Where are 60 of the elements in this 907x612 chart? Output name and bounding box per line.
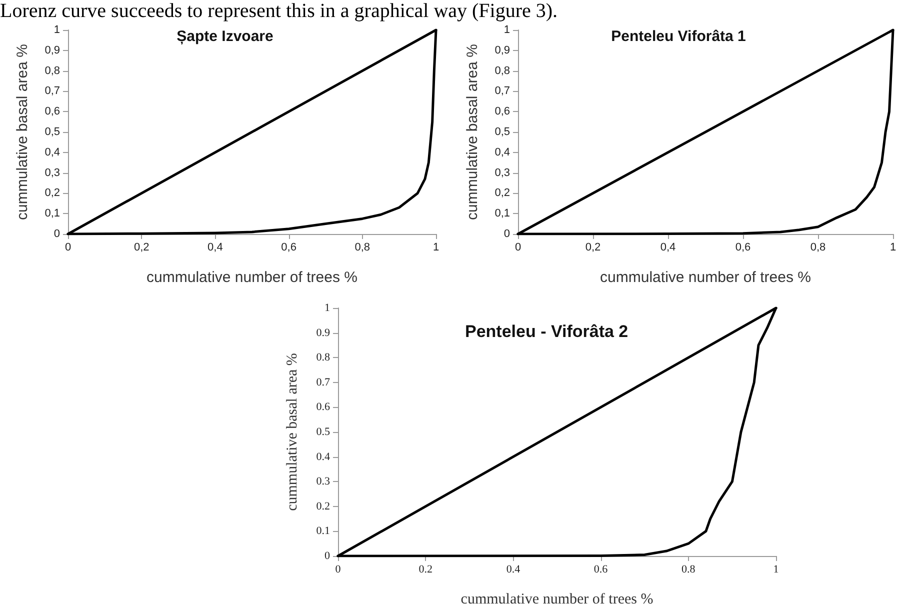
chart-title: Penteleu Viforâta 1 <box>611 28 746 45</box>
x-tick-label: 1 <box>432 242 440 254</box>
x-tick-label: 0,4 <box>208 242 223 254</box>
x-tick-label: 0,4 <box>660 242 676 254</box>
y-tick-label: 0,6 <box>494 106 510 118</box>
chart-title: Șapte Izvoare <box>176 28 274 45</box>
y-tick-label: 0,6 <box>44 106 60 118</box>
y-tick-label: 0,9 <box>494 44 510 56</box>
y-tick-label: 0 <box>324 550 330 562</box>
y-tick-label: 1 <box>324 302 330 314</box>
x-tick-label: 0 <box>64 242 72 254</box>
y-tick-label: 0,8 <box>494 64 510 77</box>
y-tick-label: 1 <box>54 24 60 36</box>
y-tick-label: 0,3 <box>44 166 60 179</box>
y-tick-label: 0.3 <box>316 476 330 488</box>
x-tick-label: 0,6 <box>281 242 296 254</box>
y-tick-label: 0,7 <box>44 85 60 98</box>
x-tick-label: 1 <box>890 242 896 254</box>
x-tick-label: 0 <box>514 242 522 254</box>
y-tick-label: 0.2 <box>316 500 330 512</box>
x-tick-label: 1 <box>773 564 779 576</box>
x-axis-title: cummulative number of trees % <box>460 592 654 608</box>
x-tick-label: 0,6 <box>735 242 751 254</box>
x-tick-label: 0,8 <box>354 242 370 254</box>
x-tick-label: 0,8 <box>810 242 826 254</box>
x-axis-title: cummulative number of trees % <box>146 269 358 286</box>
y-axis-title: cummulative basal area % <box>14 44 31 220</box>
y-tick-label: 0,4 <box>494 146 510 158</box>
text: Lorenz curve succeeds to represent this in a graphical way (Figure 3). <box>0 0 559 22</box>
y-tick-label: 0.6 <box>316 401 330 414</box>
y-tick-label: 0,1 <box>494 208 510 220</box>
y-tick-label: 0.9 <box>316 326 330 339</box>
y-axis-title: cummulative basal area % <box>464 44 481 220</box>
y-tick-label: 0,2 <box>44 187 60 200</box>
y-tick-label: 0,7 <box>494 85 510 98</box>
y-tick-label: 0,1 <box>44 208 60 220</box>
x-tick-label: 0.6 <box>594 564 608 576</box>
y-tick-label: 0 <box>54 228 60 240</box>
y-tick-label: 0.5 <box>316 426 330 438</box>
text: Penteleu - Viforâta 2 <box>465 322 628 341</box>
y-tick-label: 0,5 <box>494 126 510 138</box>
x-tick-label: 0.8 <box>682 564 696 576</box>
y-tick-label: 0,4 <box>44 146 60 158</box>
x-tick-label: 0,2 <box>134 242 150 254</box>
x-axis-title: cummulative number of trees % <box>600 269 811 286</box>
y-tick-label: 0.7 <box>316 376 330 388</box>
y-tick-label: 0.4 <box>316 450 330 463</box>
y-tick-label: 0,5 <box>44 126 60 138</box>
x-tick-label: 0,2 <box>585 242 601 254</box>
y-tick-label: 0.8 <box>316 352 330 364</box>
y-tick-label: 1 <box>504 24 510 36</box>
y-tick-label: 0 <box>504 228 510 240</box>
y-tick-label: 0,3 <box>494 166 510 179</box>
y-tick-label: 0.1 <box>316 525 330 538</box>
y-axis-title: cummulative basal area % <box>284 353 300 511</box>
y-tick-label: 0,8 <box>44 64 60 77</box>
y-tick-label: 0,9 <box>44 44 60 56</box>
y-tick-label: 0,2 <box>494 187 510 200</box>
x-tick-label: 0.2 <box>418 564 432 576</box>
x-tick-label: 0 <box>335 564 342 576</box>
